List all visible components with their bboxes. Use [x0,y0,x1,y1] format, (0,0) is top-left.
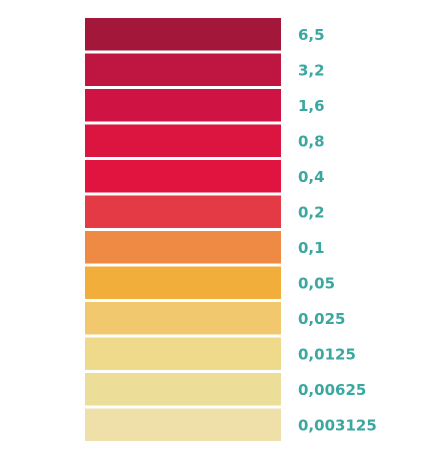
color-swatch [85,408,281,441]
swatch-label: 1,6 [298,97,325,115]
swatch-label: 6,5 [298,26,325,44]
swatch-label: 0,00625 [298,381,366,399]
swatch-label: 0,2 [298,203,325,221]
color-swatch [85,53,281,86]
swatch-label: 0,1 [298,239,325,257]
swatch-label: 0,4 [298,168,325,186]
color-swatch [85,266,281,299]
color-swatch [85,195,281,228]
color-swatch [85,89,281,122]
swatch-label: 3,2 [298,61,325,79]
color-swatch [85,231,281,264]
swatch-label: 0,003125 [298,416,377,434]
swatch-label: 0,8 [298,132,325,150]
color-swatch [85,124,281,157]
color-swatch [85,18,281,51]
swatch-label: 0,025 [298,310,345,328]
color-swatch [85,160,281,193]
swatch-label: 0,0125 [298,345,356,363]
color-swatch [85,302,281,335]
color-swatch [85,373,281,406]
swatch-label: 0,05 [298,274,335,292]
color-swatch [85,337,281,370]
